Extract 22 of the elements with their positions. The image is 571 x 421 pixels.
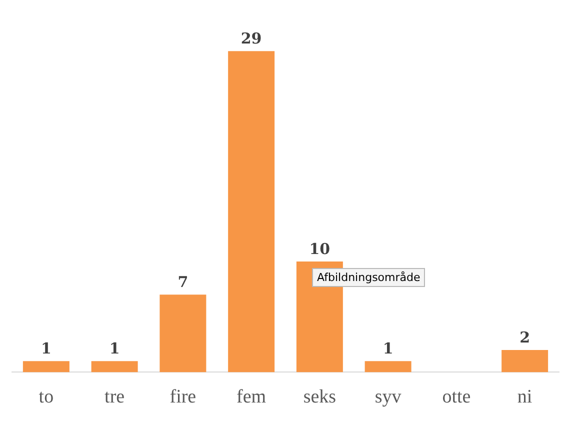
x-tick-label: syv [374,386,402,408]
bar [364,361,412,372]
annotation: Afbildningsområde [312,268,426,287]
bar [91,361,138,372]
data-label: 29 [240,29,262,48]
bar [22,361,70,372]
x-tick-label: tre [104,386,125,408]
x-tick-label: to [38,386,54,408]
bar [160,294,206,372]
data-label: 1 [109,340,120,358]
bar [502,350,548,372]
data-label: 7 [178,273,188,292]
x-tick-label: fem [236,386,266,408]
bar [228,51,275,372]
data-label: 1 [382,340,394,358]
data-label: 2 [520,328,530,346]
data-label: 1 [40,340,52,358]
data-label: 10 [309,240,330,258]
x-tick-label: ni [517,386,532,408]
x-tick-label: fire [170,386,196,408]
x-tick-label: otte [442,386,471,408]
x-tick-label: seks [303,386,336,408]
